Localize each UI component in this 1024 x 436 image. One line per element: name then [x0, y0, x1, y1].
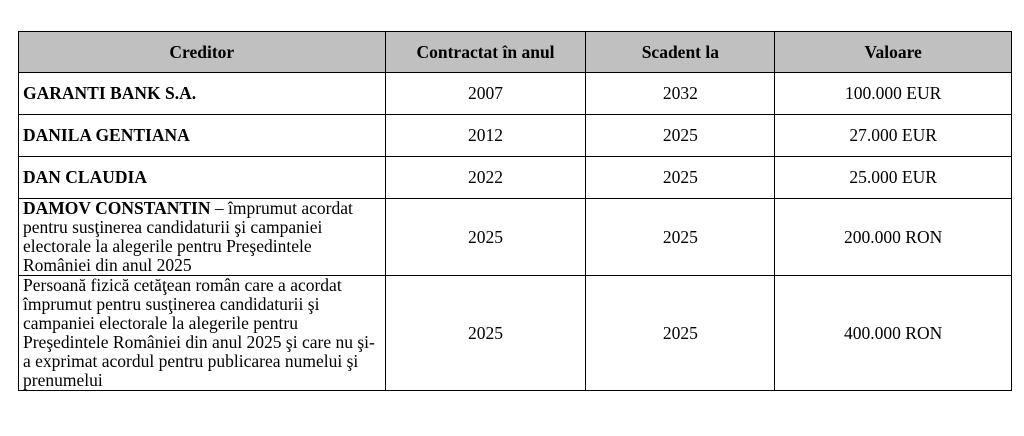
creditor-name: DAN CLAUDIA	[23, 167, 147, 187]
table-row: Persoană fizică cetăţean român care a ac…	[18, 275, 1012, 391]
column-header: Creditor	[18, 31, 386, 73]
column-header: Valoare	[774, 31, 1012, 73]
due-year: 2032	[585, 72, 776, 115]
contracted-year: 2012	[384, 114, 587, 157]
table-row: GARANTI BANK S.A. 2007 2032 100.000 EUR	[18, 72, 1012, 115]
table-row: DAMOV CONSTANTIN – împrumut acordat pent…	[18, 198, 1012, 276]
column-header: Scadent la	[585, 31, 776, 73]
due-year: 2025	[585, 114, 776, 157]
table-row: DANILA GENTIANA 2012 2025 27.000 EUR	[18, 114, 1012, 157]
due-year: 2025	[585, 156, 776, 199]
contracted-year: 2025	[384, 198, 587, 276]
due-year: 2025	[585, 198, 776, 276]
column-header: Contractat în anul	[384, 31, 587, 73]
table-body: GARANTI BANK S.A. 2007 2032 100.000 EUR DANI…	[18, 72, 1012, 391]
header-row: Creditor Contractat în anul Scadent la Valo…	[18, 31, 1012, 73]
due-year: 2025	[585, 275, 776, 391]
amount: 100.000 EUR	[774, 72, 1012, 115]
contracted-year: 2007	[384, 72, 587, 115]
creditor-cell: DAN CLAUDIA	[18, 156, 386, 199]
creditors-table: Creditor Contractat în anul Scadent la Valo…	[18, 31, 1012, 391]
creditor-cell: DAMOV CONSTANTIN – împrumut acordat pent…	[18, 198, 386, 276]
creditor-cell: GARANTI BANK S.A.	[18, 72, 386, 115]
contracted-year: 2025	[384, 275, 587, 391]
creditor-cell: DANILA GENTIANA	[18, 114, 386, 157]
creditor-note: – împrumut acordat pentru susţinerea can…	[23, 198, 353, 275]
creditor-cell: Persoană fizică cetăţean român care a ac…	[18, 275, 386, 391]
amount: 400.000 RON	[774, 275, 1012, 391]
creditor-name: GARANTI BANK S.A.	[23, 83, 197, 103]
table-row: DAN CLAUDIA 2022 2025 25.000 EUR	[18, 156, 1012, 199]
contracted-year: 2022	[384, 156, 587, 199]
amount: 200.000 RON	[774, 198, 1012, 276]
amount: 27.000 EUR	[774, 114, 1012, 157]
creditor-note: Persoană fizică cetăţean român care a ac…	[23, 275, 375, 390]
creditor-name: DANILA GENTIANA	[23, 125, 190, 145]
creditor-name: DAMOV CONSTANTIN	[23, 198, 211, 218]
amount: 25.000 EUR	[774, 156, 1012, 199]
